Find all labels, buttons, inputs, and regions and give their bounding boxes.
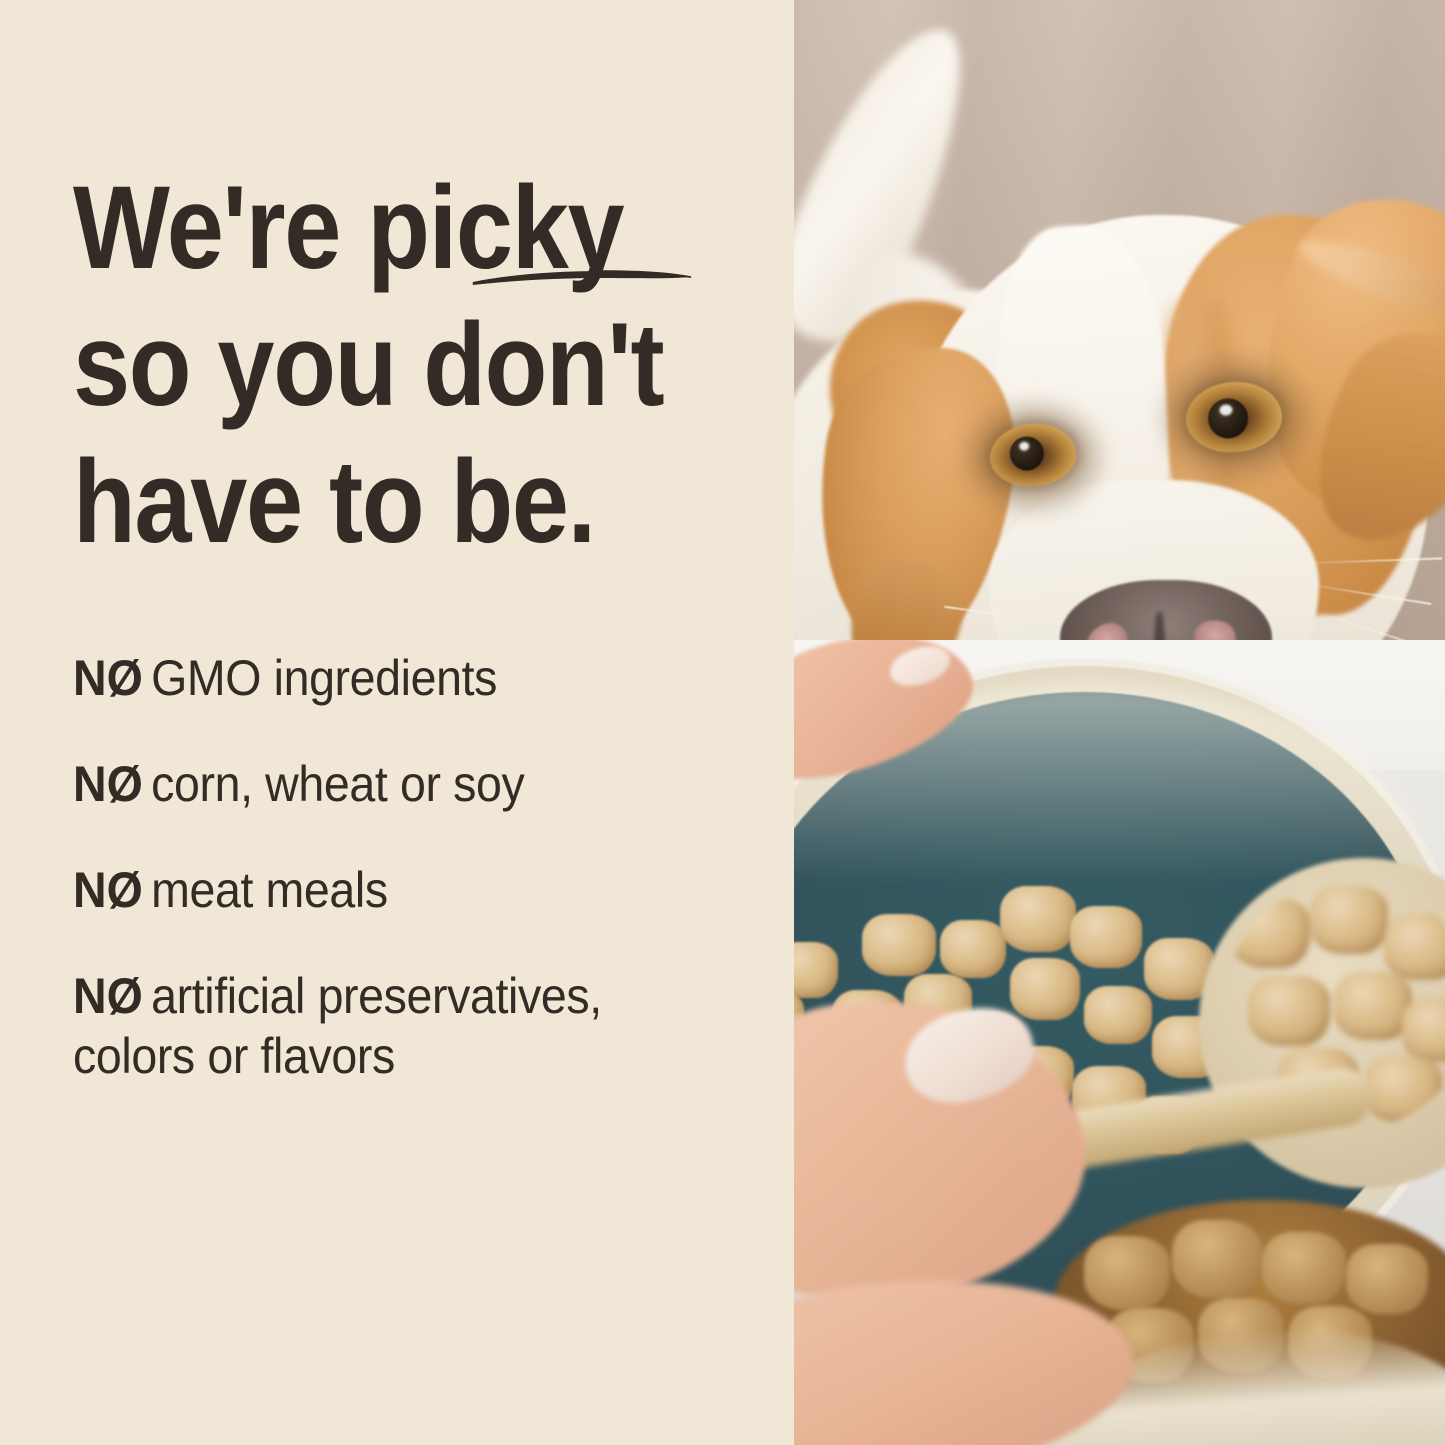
kibble-piece xyxy=(1262,1232,1346,1304)
list-item: NØ corn, wheat or soy xyxy=(73,754,715,814)
headline-line-1: We're picky xyxy=(73,162,625,294)
list-item: NØ GMO ingredients xyxy=(73,648,715,708)
kibble-bowl-scene xyxy=(794,640,1445,1445)
dog-pupil-right xyxy=(1206,397,1250,440)
no-badge-0: NØ xyxy=(73,650,143,706)
dog-pupil-left xyxy=(1008,435,1046,472)
claim-text-2: meat meals xyxy=(151,862,388,918)
product-photo xyxy=(794,0,1445,1445)
text-panel: We're picky so you don't have to be. NØ G… xyxy=(73,160,773,1086)
claim-text-0: GMO ingredients xyxy=(151,650,498,706)
kibble-piece xyxy=(1084,1236,1170,1310)
kibble-piece xyxy=(1346,1244,1428,1314)
no-badge-3: NØ xyxy=(73,968,143,1024)
kibble-piece xyxy=(1172,1220,1262,1298)
headline-line-3: have to be. xyxy=(73,436,596,568)
claims-list: NØ GMO ingredients NØ corn, wheat or soy N… xyxy=(73,648,763,1086)
scoop-kibble xyxy=(1224,880,1445,1130)
list-item: NØ artificial preservatives, colors or fl… xyxy=(73,966,715,1086)
headline-line-2: so you don't xyxy=(73,299,665,431)
claim-text-3: artificial preservatives, colors or flav… xyxy=(73,968,602,1084)
list-item: NØ meat meals xyxy=(73,860,715,920)
no-badge-1: NØ xyxy=(73,756,143,812)
headline-block: We're picky so you don't have to be. xyxy=(73,160,773,571)
claim-text-1: corn, wheat or soy xyxy=(151,756,525,812)
no-badge-2: NØ xyxy=(73,862,143,918)
